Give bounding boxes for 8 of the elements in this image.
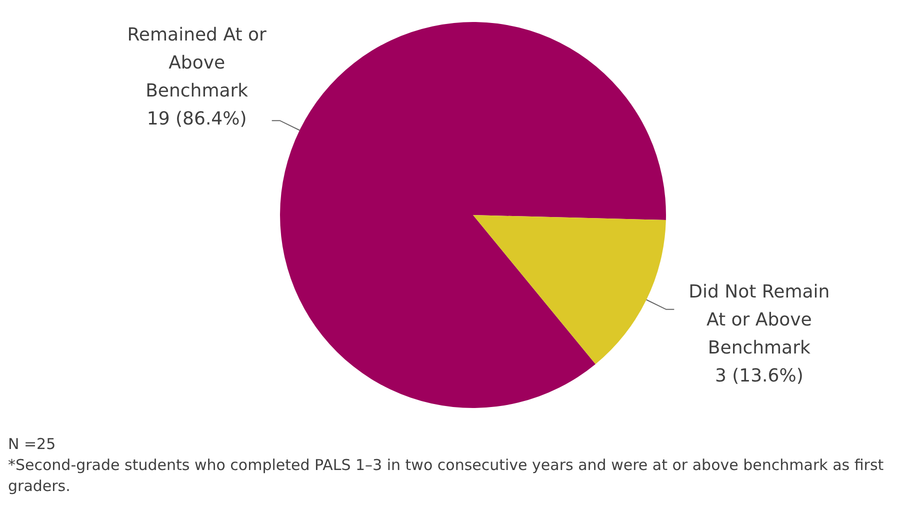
slice-label: Did Not Remain At or Above Benchmark — [688, 281, 830, 358]
text: N =25 — [8, 434, 57, 455]
data-label: 19 (86.4%) — [146, 108, 247, 130]
data-label: 3 (13.6%) — [714, 365, 804, 386]
pie-slice — [280, 22, 666, 408]
text: *Second-grade students who completed PALS 1–3 in two consecutive years and were at or above benchmark as first graders. — [8, 455, 885, 497]
pie-slice — [473, 215, 666, 364]
slice-label: Remained At or Above Benchmark — [127, 24, 268, 102]
